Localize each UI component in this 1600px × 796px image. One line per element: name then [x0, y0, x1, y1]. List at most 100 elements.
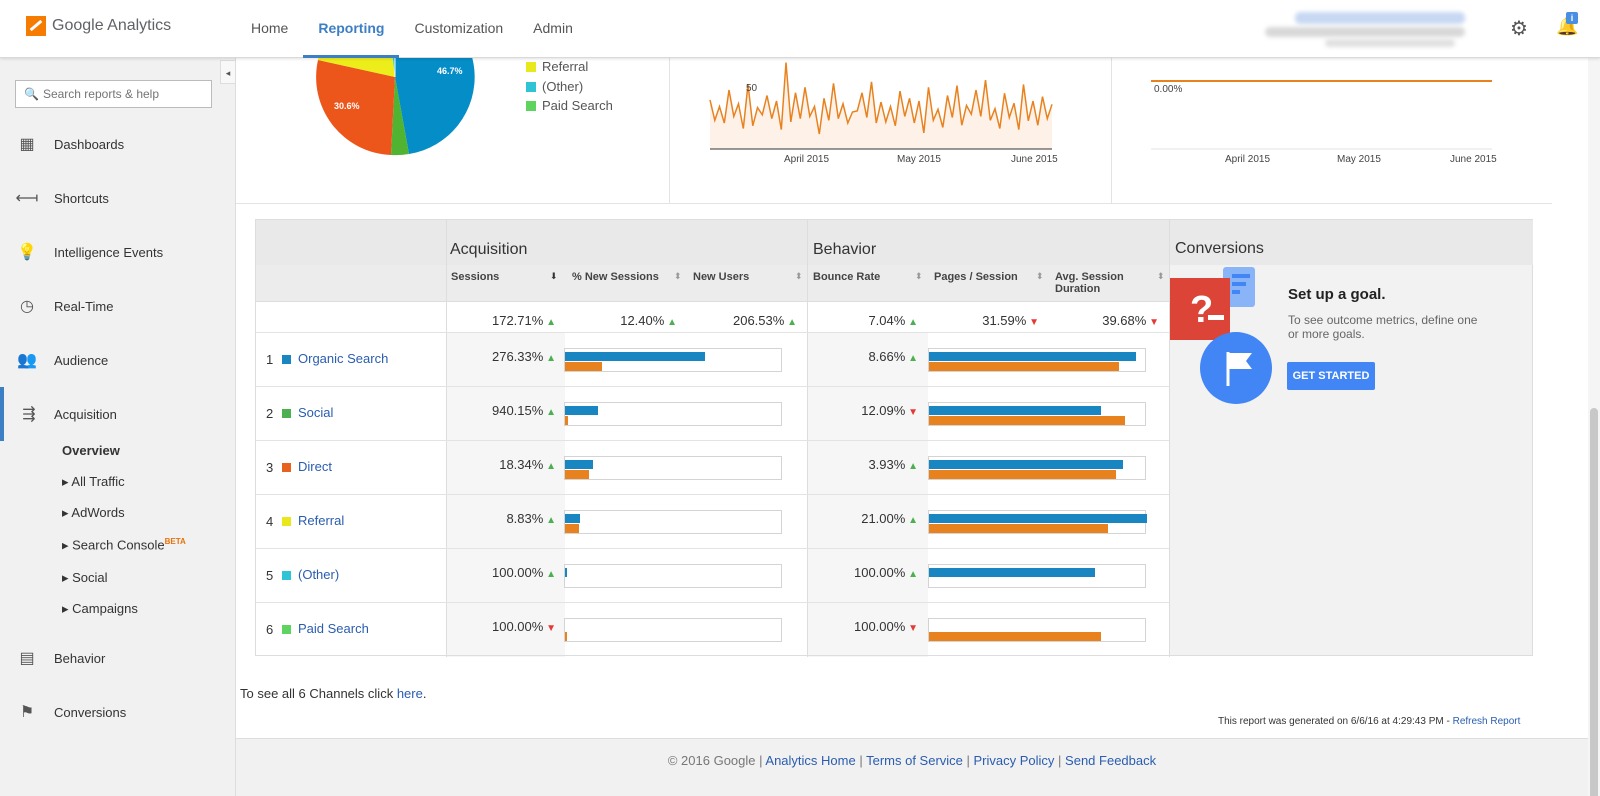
bounce-rate-value: 12.09% ▼ [861, 403, 918, 418]
channel-swatch [282, 517, 291, 526]
behavior-bar-previous [929, 632, 1101, 641]
legend-swatch [526, 100, 536, 111]
sidebar-item-dashboards[interactable]: ▦ Dashboards [0, 117, 236, 171]
sidebar-sub-overview[interactable]: Overview [62, 443, 120, 458]
collapse-sidebar-button[interactable]: ◂ [220, 60, 236, 84]
acquisition-arrows-icon: ⇶ [22, 406, 36, 423]
beta-badge: BETA [164, 537, 186, 546]
row-number: 1 [266, 352, 274, 367]
sort-icon[interactable]: ⬍ [674, 271, 682, 281]
search-field[interactable]: 🔍 [15, 80, 212, 108]
channel-link[interactable]: Paid Search [298, 621, 369, 636]
nav-tab-admin[interactable]: Admin [533, 20, 573, 36]
channel-link[interactable]: Referral [298, 513, 345, 528]
behavior-bar [928, 564, 1146, 588]
behavior-bar-current [929, 406, 1101, 415]
sidebar-item-conversions[interactable]: ⚑ Conversions [0, 685, 236, 739]
pie-chart-panel: 46.7% 30.6% Referral (Other) Paid Search [236, 58, 670, 204]
behavior-bar [928, 402, 1146, 426]
notification-badge: i [1566, 12, 1578, 24]
col-sessions[interactable]: Sessions [451, 271, 500, 283]
col-new-users[interactable]: New Users [693, 271, 750, 283]
nav-tab-reporting[interactable]: Reporting [303, 0, 400, 58]
footer-link-feedback[interactable]: Send Feedback [1065, 753, 1157, 768]
line-chart-series [709, 62, 1053, 135]
search-input[interactable] [42, 87, 193, 101]
y-tick-label: 0.00% [1154, 84, 1183, 95]
arrow-down-icon: ▼ [543, 623, 556, 634]
channel-link[interactable]: Organic Search [298, 351, 389, 366]
caret-right-icon: ▸ [62, 505, 72, 520]
col-new-sessions[interactable]: % New Sessions [572, 271, 659, 283]
sort-icon[interactable]: ⬍ [1036, 271, 1044, 281]
goal-description: To see outcome metrics, define one or mo… [1288, 313, 1478, 341]
sidebar-sub-adwords[interactable]: ▸ AdWords [62, 505, 125, 520]
footer-link-terms[interactable]: Terms of Service [866, 753, 963, 768]
flat-line-chart [1151, 80, 1492, 150]
account-selector[interactable] [1265, 12, 1465, 47]
analytics-logo-icon [26, 16, 46, 36]
table-row: 2 Social 940.15% ▲ 12.09% ▼ [256, 386, 1169, 441]
x-tick-label: May 2015 [897, 154, 941, 165]
col-avg-session-duration[interactable]: Avg. Session Duration [1055, 271, 1124, 295]
channel-link[interactable]: Social [298, 405, 334, 420]
behavior-bar [928, 456, 1146, 480]
x-tick-label: April 2015 [1225, 154, 1271, 165]
layout-icon: ▤ [19, 650, 35, 667]
acquisition-bar-previous [565, 362, 602, 371]
channel-swatch [282, 625, 291, 634]
sidebar-item-behavior[interactable]: ▤ Behavior [0, 631, 236, 685]
group-behavior: Behavior [813, 241, 877, 258]
report-generated: This report was generated on 6/6/16 at 4… [1218, 716, 1521, 727]
sessions-value: 100.00% ▲ [491, 565, 556, 580]
channel-link[interactable]: Direct [298, 459, 332, 474]
sort-icon[interactable]: ⬍ [1157, 271, 1165, 281]
get-started-button[interactable]: GET STARTED [1287, 362, 1375, 390]
acquisition-bar [564, 510, 782, 534]
nav-tab-customization[interactable]: Customization [414, 20, 504, 36]
col-bounce-rate[interactable]: Bounce Rate [813, 271, 881, 283]
sidebar-sub-search-console[interactable]: ▸ Search ConsoleBETA [62, 537, 186, 553]
nav-tab-home[interactable]: Home [251, 20, 289, 36]
sidebar-item-label: Audience [54, 352, 109, 368]
row-number: 3 [266, 460, 274, 475]
sidebar-item-shortcuts[interactable]: ⟻ Shortcuts [0, 171, 236, 225]
legend-item-paid-search: Paid Search [526, 98, 613, 113]
legend-swatch [526, 81, 536, 92]
flag-icon: ⚑ [19, 704, 35, 721]
sidebar-item-real-time[interactable]: ◷ Real-Time [0, 279, 236, 333]
caret-right-icon: ▸ [62, 474, 72, 489]
footer-link-privacy[interactable]: Privacy Policy [973, 753, 1055, 768]
channel-swatch [282, 571, 291, 580]
logo[interactable]: Google Analytics [26, 16, 171, 36]
footer-link-analytics-home[interactable]: Analytics Home [765, 753, 856, 768]
table-header-blank [256, 265, 446, 301]
caret-right-icon: ▸ [62, 537, 73, 553]
sidebar-sub-campaigns[interactable]: ▸ Campaigns [62, 601, 138, 616]
channel-link[interactable]: (Other) [298, 567, 340, 582]
goal-title: Set up a goal. [1288, 286, 1386, 303]
scrollbar-thumb[interactable] [1590, 408, 1598, 796]
sort-icon[interactable]: ⬍ [915, 271, 923, 281]
see-all-link[interactable]: here [396, 686, 423, 701]
sidebar-sub-all-traffic[interactable]: ▸ All Traffic [62, 474, 125, 489]
conversions-panel: ? Set up a goal. To see outcome metrics,… [1170, 265, 1532, 655]
col-pages-session[interactable]: Pages / Session [934, 271, 1018, 283]
page-scrollbar[interactable] [1588, 58, 1600, 796]
arrow-up-icon: ▲ [543, 353, 556, 364]
sidebar-item-label: Intelligence Events [54, 244, 164, 260]
acquisition-bar-current [565, 460, 593, 469]
table-group-header [256, 220, 1533, 265]
sidebar-item-acquisition[interactable]: ⇶ Acquisition [0, 387, 236, 441]
row-number: 2 [266, 406, 274, 421]
sidebar-item-audience[interactable]: 👥 Audience [0, 333, 236, 387]
sidebar-item-intelligence-events[interactable]: 💡 Intelligence Events [0, 225, 236, 279]
arrow-up-icon: ▲ [905, 569, 918, 580]
row-number: 4 [266, 514, 274, 529]
refresh-report-link[interactable]: Refresh Report [1452, 716, 1521, 727]
sort-icon[interactable]: ⬍ [795, 271, 803, 281]
sidebar-sub-social[interactable]: ▸ Social [62, 570, 108, 585]
x-tick-label: April 2015 [784, 154, 830, 165]
gear-icon[interactable]: ⚙ [1510, 18, 1528, 40]
sort-desc-icon[interactable]: ⬇ [550, 271, 558, 281]
